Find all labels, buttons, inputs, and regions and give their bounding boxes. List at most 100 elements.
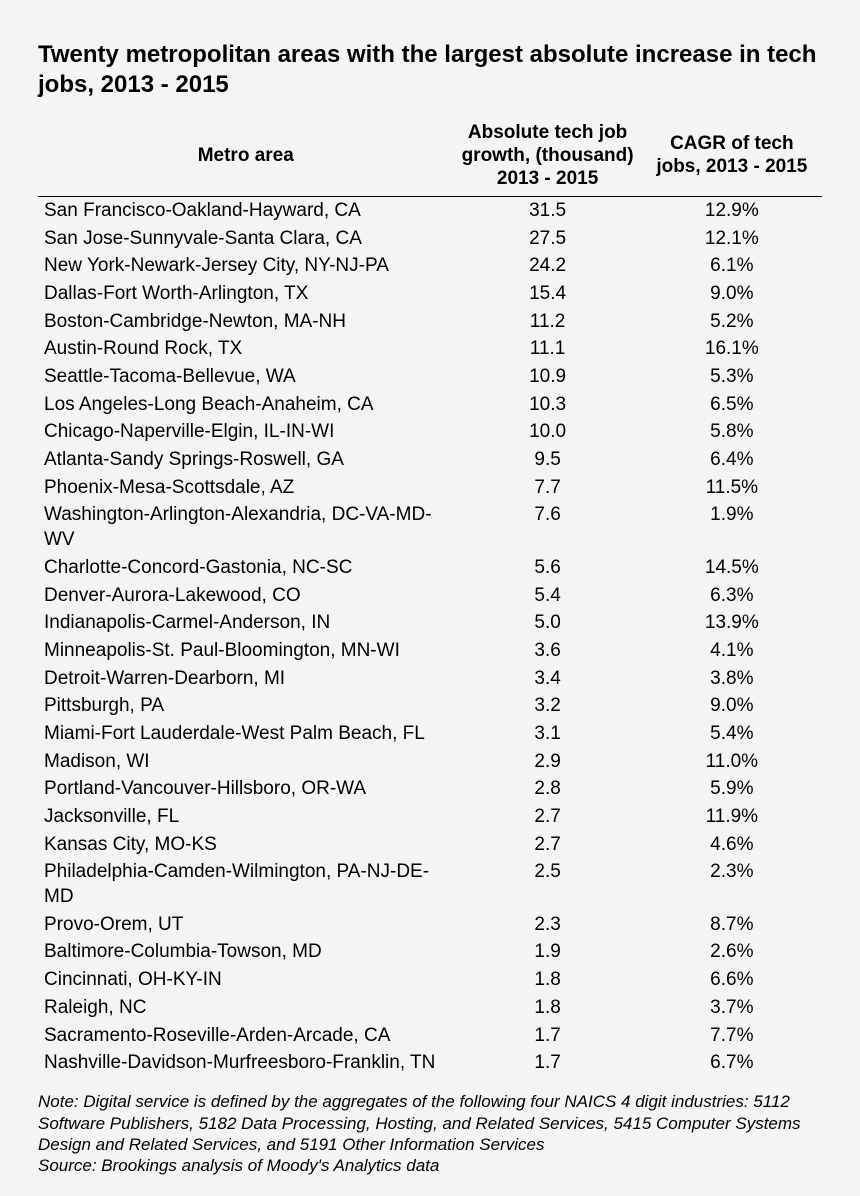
table-row: Miami-Fort Lauderdale-West Palm Beach, F…: [38, 720, 822, 748]
col-header-metro: Metro area: [38, 118, 454, 197]
footnote-note: Note: Digital service is defined by the …: [38, 1091, 822, 1155]
cell-cagr: 2.6%: [642, 939, 822, 967]
cell-metro: San Jose-Sunnyvale-Santa Clara, CA: [38, 225, 454, 253]
table-row: Nashville-Davidson-Murfreesboro-Franklin…: [38, 1050, 822, 1078]
cell-cagr: 12.1%: [642, 225, 822, 253]
table-row: Chicago-Naperville-Elgin, IL-IN-WI10.05.…: [38, 419, 822, 447]
table-row: San Jose-Sunnyvale-Santa Clara, CA27.512…: [38, 225, 822, 253]
cell-metro: Los Angeles-Long Beach-Anaheim, CA: [38, 391, 454, 419]
cell-growth: 1.9: [454, 939, 642, 967]
cell-cagr: 1.9%: [642, 502, 822, 554]
col-header-cagr: CAGR of tech jobs, 2013 - 2015: [642, 118, 822, 197]
cell-cagr: 2.3%: [642, 859, 822, 911]
table-row: Kansas City, MO-KS2.74.6%: [38, 831, 822, 859]
cell-cagr: 6.5%: [642, 391, 822, 419]
cell-growth: 3.2: [454, 693, 642, 721]
cell-cagr: 16.1%: [642, 336, 822, 364]
cell-cagr: 12.9%: [642, 197, 822, 225]
cell-metro: Indianapolis-Carmel-Anderson, IN: [38, 610, 454, 638]
table-row: Cincinnati, OH-KY-IN1.86.6%: [38, 967, 822, 995]
table-header: Metro area Absolute tech job growth, (th…: [38, 118, 822, 197]
cell-metro: Baltimore-Columbia-Towson, MD: [38, 939, 454, 967]
cell-cagr: 4.1%: [642, 637, 822, 665]
cell-growth: 2.8: [454, 776, 642, 804]
cell-growth: 7.7: [454, 474, 642, 502]
table-row: Portland-Vancouver-Hillsboro, OR-WA2.85.…: [38, 776, 822, 804]
table-row: Denver-Aurora-Lakewood, CO5.46.3%: [38, 582, 822, 610]
cell-metro: Madison, WI: [38, 748, 454, 776]
cell-metro: Minneapolis-St. Paul-Bloomington, MN-WI: [38, 637, 454, 665]
cell-metro: Cincinnati, OH-KY-IN: [38, 967, 454, 995]
cell-growth: 2.7: [454, 831, 642, 859]
table-row: Philadelphia-Camden-Wilmington, PA-NJ-DE…: [38, 859, 822, 911]
cell-growth: 27.5: [454, 225, 642, 253]
cell-cagr: 8.7%: [642, 911, 822, 939]
cell-cagr: 11.0%: [642, 748, 822, 776]
cell-growth: 3.4: [454, 665, 642, 693]
page: Twenty metropolitan areas with the large…: [0, 0, 860, 1196]
cell-cagr: 6.3%: [642, 582, 822, 610]
cell-metro: Kansas City, MO-KS: [38, 831, 454, 859]
cell-metro: Nashville-Davidson-Murfreesboro-Franklin…: [38, 1050, 454, 1078]
cell-growth: 5.4: [454, 582, 642, 610]
cell-cagr: 9.0%: [642, 280, 822, 308]
cell-growth: 2.9: [454, 748, 642, 776]
table-row: Seattle-Tacoma-Bellevue, WA10.95.3%: [38, 364, 822, 392]
cell-metro: Portland-Vancouver-Hillsboro, OR-WA: [38, 776, 454, 804]
table-row: Provo-Orem, UT2.38.7%: [38, 911, 822, 939]
cell-metro: Denver-Aurora-Lakewood, CO: [38, 582, 454, 610]
table-row: Dallas-Fort Worth-Arlington, TX15.49.0%: [38, 280, 822, 308]
table-row: Minneapolis-St. Paul-Bloomington, MN-WI3…: [38, 637, 822, 665]
cell-metro: Charlotte-Concord-Gastonia, NC-SC: [38, 554, 454, 582]
cell-cagr: 6.6%: [642, 967, 822, 995]
cell-growth: 31.5: [454, 197, 642, 225]
cell-cagr: 13.9%: [642, 610, 822, 638]
cell-growth: 5.6: [454, 554, 642, 582]
cell-cagr: 3.7%: [642, 994, 822, 1022]
cell-growth: 10.9: [454, 364, 642, 392]
table-row: Los Angeles-Long Beach-Anaheim, CA10.36.…: [38, 391, 822, 419]
header-row: Metro area Absolute tech job growth, (th…: [38, 118, 822, 197]
table-row: Jacksonville, FL2.711.9%: [38, 804, 822, 832]
data-table: Metro area Absolute tech job growth, (th…: [38, 118, 822, 1077]
table-row: Raleigh, NC1.83.7%: [38, 994, 822, 1022]
table-row: Atlanta-Sandy Springs-Roswell, GA9.56.4%: [38, 447, 822, 475]
cell-growth: 5.0: [454, 610, 642, 638]
cell-growth: 3.1: [454, 720, 642, 748]
cell-metro: Seattle-Tacoma-Bellevue, WA: [38, 364, 454, 392]
cell-metro: San Francisco-Oakland-Hayward, CA: [38, 197, 454, 225]
table-body: San Francisco-Oakland-Hayward, CA31.512.…: [38, 197, 822, 1078]
cell-metro: Sacramento-Roseville-Arden-Arcade, CA: [38, 1022, 454, 1050]
table-row: Sacramento-Roseville-Arden-Arcade, CA1.7…: [38, 1022, 822, 1050]
cell-metro: Detroit-Warren-Dearborn, MI: [38, 665, 454, 693]
col-header-growth: Absolute tech job growth, (thousand) 201…: [454, 118, 642, 197]
cell-growth: 10.0: [454, 419, 642, 447]
table-title: Twenty metropolitan areas with the large…: [38, 40, 822, 100]
cell-metro: Raleigh, NC: [38, 994, 454, 1022]
cell-growth: 2.7: [454, 804, 642, 832]
cell-growth: 7.6: [454, 502, 642, 554]
footnote-source: Source: Brookings analysis of Moody's An…: [38, 1155, 822, 1176]
cell-cagr: 4.6%: [642, 831, 822, 859]
cell-cagr: 5.3%: [642, 364, 822, 392]
cell-metro: Jacksonville, FL: [38, 804, 454, 832]
cell-metro: New York-Newark-Jersey City, NY-NJ-PA: [38, 253, 454, 281]
cell-growth: 9.5: [454, 447, 642, 475]
cell-metro: Chicago-Naperville-Elgin, IL-IN-WI: [38, 419, 454, 447]
cell-cagr: 5.8%: [642, 419, 822, 447]
table-row: Boston-Cambridge-Newton, MA-NH11.25.2%: [38, 308, 822, 336]
cell-cagr: 11.5%: [642, 474, 822, 502]
cell-growth: 11.1: [454, 336, 642, 364]
table-row: Detroit-Warren-Dearborn, MI3.43.8%: [38, 665, 822, 693]
cell-metro: Phoenix-Mesa-Scottsdale, AZ: [38, 474, 454, 502]
table-row: Madison, WI2.911.0%: [38, 748, 822, 776]
cell-growth: 15.4: [454, 280, 642, 308]
table-row: Washington-Arlington-Alexandria, DC-VA-M…: [38, 502, 822, 554]
cell-growth: 2.5: [454, 859, 642, 911]
cell-cagr: 3.8%: [642, 665, 822, 693]
cell-metro: Dallas-Fort Worth-Arlington, TX: [38, 280, 454, 308]
cell-growth: 1.8: [454, 994, 642, 1022]
cell-metro: Washington-Arlington-Alexandria, DC-VA-M…: [38, 502, 454, 554]
cell-growth: 11.2: [454, 308, 642, 336]
cell-metro: Atlanta-Sandy Springs-Roswell, GA: [38, 447, 454, 475]
